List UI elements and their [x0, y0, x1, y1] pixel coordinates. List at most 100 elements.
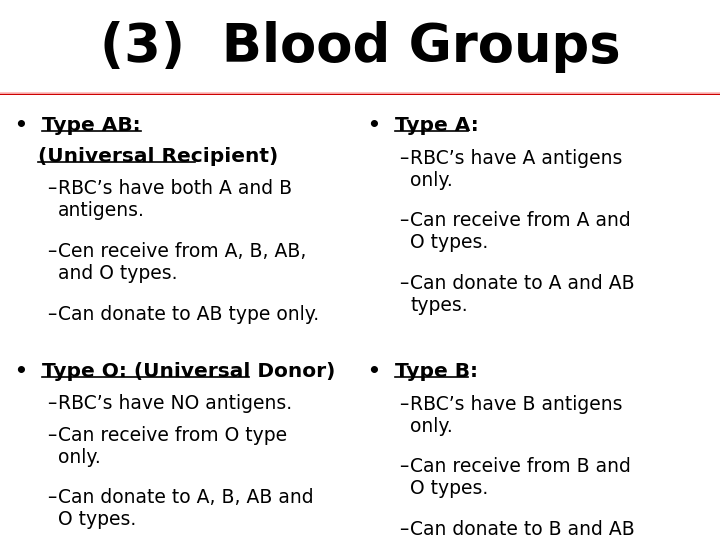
Bar: [0, 92, 720, 93]
Bar: [0, 92, 720, 93]
Bar: [0, 93, 720, 94]
Bar: [0, 93, 720, 94]
Bar: [0, 93, 720, 94]
Text: –: –: [400, 395, 409, 414]
Bar: [0, 93, 720, 94]
Text: •: •: [14, 362, 27, 381]
Text: Can donate to A, B, AB and
O types.: Can donate to A, B, AB and O types.: [58, 488, 313, 529]
Bar: [0, 93, 720, 94]
Bar: [0, 93, 720, 94]
Text: –: –: [400, 457, 409, 476]
Bar: [0, 92, 720, 93]
Bar: [0, 93, 720, 94]
Bar: [0, 93, 720, 94]
Bar: [0, 93, 720, 94]
Bar: [0, 93, 720, 94]
Text: Type AB:: Type AB:: [42, 116, 140, 135]
Text: –: –: [47, 305, 56, 323]
Bar: [0, 92, 720, 94]
Text: Can donate to AB type only.: Can donate to AB type only.: [58, 305, 319, 323]
Bar: [0, 93, 720, 94]
Bar: [0, 92, 720, 94]
Bar: [0, 92, 720, 93]
Bar: [0, 93, 720, 94]
Text: (3)  Blood Groups: (3) Blood Groups: [99, 21, 621, 73]
Bar: [0, 93, 720, 94]
Text: •: •: [14, 116, 27, 135]
Bar: [0, 92, 720, 93]
Text: –: –: [47, 488, 56, 507]
Bar: [0, 93, 720, 94]
Bar: [0, 93, 720, 94]
Bar: [0, 93, 720, 94]
Bar: [0, 93, 720, 94]
Bar: [0, 92, 720, 93]
Bar: [0, 93, 720, 94]
Text: Can receive from O type
only.: Can receive from O type only.: [58, 426, 287, 467]
Bar: [0, 93, 720, 94]
Bar: [0, 93, 720, 94]
Bar: [0, 92, 720, 94]
Bar: [0, 92, 720, 93]
Bar: [0, 93, 720, 94]
Text: •: •: [367, 116, 380, 135]
Text: Type B:: Type B:: [395, 362, 477, 381]
Text: –: –: [47, 394, 56, 413]
Text: Can receive from B and
O types.: Can receive from B and O types.: [410, 457, 631, 498]
Text: Cen receive from A, B, AB,
and O types.: Cen receive from A, B, AB, and O types.: [58, 242, 306, 283]
Text: –: –: [47, 242, 56, 261]
Text: •: •: [367, 362, 380, 381]
Bar: [0, 92, 720, 93]
Bar: [0, 92, 720, 93]
Bar: [0, 92, 720, 93]
Bar: [0, 93, 720, 94]
Bar: [0, 92, 720, 93]
Bar: [0, 92, 720, 93]
Bar: [0, 92, 720, 94]
Bar: [0, 93, 720, 94]
Text: RBC’s have B antigens
only.: RBC’s have B antigens only.: [410, 395, 623, 436]
Bar: [0, 92, 720, 94]
Bar: [0, 93, 720, 94]
Bar: [0, 93, 720, 94]
Bar: [0, 93, 720, 94]
Bar: [0, 93, 720, 94]
Text: –: –: [400, 148, 409, 167]
Text: –: –: [47, 426, 56, 444]
Text: Type O: (Universal Donor): Type O: (Universal Donor): [42, 362, 335, 381]
Bar: [0, 93, 720, 94]
Text: RBC’s have both A and B
antigens.: RBC’s have both A and B antigens.: [58, 179, 292, 220]
Bar: [0, 93, 720, 94]
Text: RBC’s have NO antigens.: RBC’s have NO antigens.: [58, 394, 292, 413]
Text: Can donate to B and AB
types.: Can donate to B and AB types.: [410, 520, 635, 540]
Bar: [0, 93, 720, 94]
Bar: [0, 92, 720, 93]
Bar: [0, 93, 720, 94]
Bar: [0, 93, 720, 94]
Bar: [0, 92, 720, 93]
Bar: [0, 93, 720, 94]
Bar: [0, 93, 720, 94]
Bar: [0, 93, 720, 94]
Bar: [0, 92, 720, 93]
Bar: [0, 93, 720, 94]
Bar: [0, 93, 720, 94]
Bar: [0, 92, 720, 93]
Bar: [0, 93, 720, 94]
Bar: [0, 93, 720, 94]
Bar: [0, 93, 720, 94]
Text: –: –: [400, 520, 409, 539]
Bar: [0, 93, 720, 94]
Bar: [0, 93, 720, 94]
Text: –: –: [400, 274, 409, 293]
Bar: [0, 93, 720, 94]
Bar: [0, 92, 720, 93]
Bar: [0, 92, 720, 94]
Bar: [0, 92, 720, 93]
Bar: [0, 93, 720, 94]
Bar: [0, 92, 720, 93]
Bar: [0, 93, 720, 94]
Bar: [0, 92, 720, 93]
Text: Type A:: Type A:: [395, 116, 478, 135]
Text: Can receive from A and
O types.: Can receive from A and O types.: [410, 211, 631, 252]
